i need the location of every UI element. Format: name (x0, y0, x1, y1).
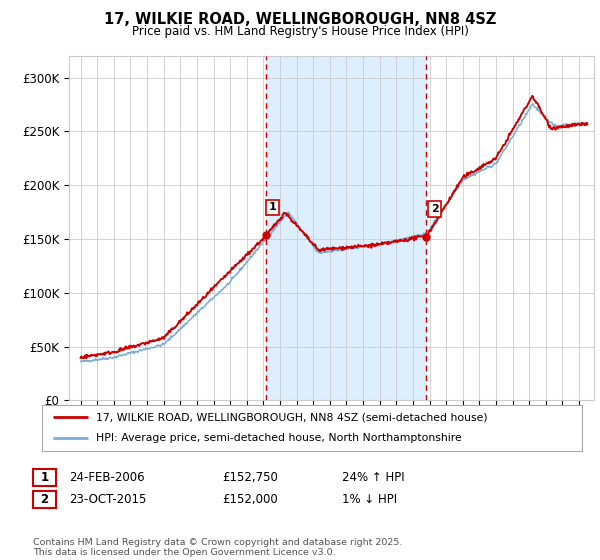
Text: 24-FEB-2006: 24-FEB-2006 (69, 470, 145, 484)
Text: Price paid vs. HM Land Registry's House Price Index (HPI): Price paid vs. HM Land Registry's House … (131, 25, 469, 38)
Text: 2: 2 (431, 204, 439, 214)
Text: 1% ↓ HPI: 1% ↓ HPI (342, 493, 397, 506)
Text: 24% ↑ HPI: 24% ↑ HPI (342, 470, 404, 484)
Text: 23-OCT-2015: 23-OCT-2015 (69, 493, 146, 506)
Text: Contains HM Land Registry data © Crown copyright and database right 2025.
This d: Contains HM Land Registry data © Crown c… (33, 538, 403, 557)
Text: 17, WILKIE ROAD, WELLINGBOROUGH, NN8 4SZ: 17, WILKIE ROAD, WELLINGBOROUGH, NN8 4SZ (104, 12, 496, 27)
Text: £152,000: £152,000 (222, 493, 278, 506)
Text: HPI: Average price, semi-detached house, North Northamptonshire: HPI: Average price, semi-detached house,… (96, 433, 462, 444)
Text: 1: 1 (40, 470, 49, 484)
Text: 1: 1 (269, 202, 277, 212)
Text: 17, WILKIE ROAD, WELLINGBOROUGH, NN8 4SZ (semi-detached house): 17, WILKIE ROAD, WELLINGBOROUGH, NN8 4SZ… (96, 412, 488, 422)
Text: 2: 2 (40, 493, 49, 506)
Text: £152,750: £152,750 (222, 470, 278, 484)
Bar (266, 56, 427, 400)
